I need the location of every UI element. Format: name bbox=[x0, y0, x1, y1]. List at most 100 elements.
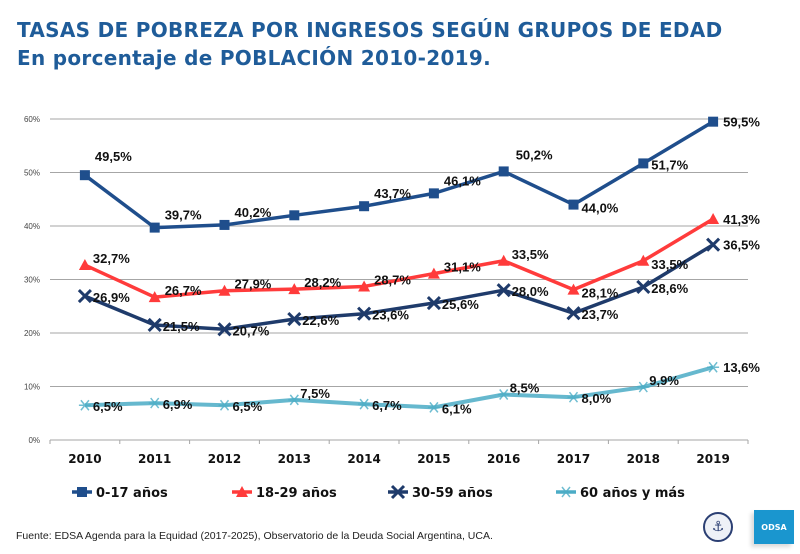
data-label: 49,5% bbox=[95, 149, 132, 164]
odsa-logo: ODSA bbox=[754, 510, 794, 544]
data-point-marker bbox=[638, 158, 649, 169]
data-point-marker bbox=[637, 381, 650, 393]
x-tick-label: 2012 bbox=[208, 452, 241, 466]
y-tick-label: 30% bbox=[24, 276, 40, 285]
data-point-marker bbox=[359, 201, 370, 212]
odsa-logo-label: ODSA bbox=[761, 522, 787, 532]
data-label: 33,5% bbox=[512, 247, 549, 262]
data-label: 21,5% bbox=[163, 319, 200, 334]
data-label: 27,9% bbox=[235, 277, 272, 292]
chart-title: TASAS DE POBREZA POR INGRESOS SEGÚN GRUP… bbox=[17, 18, 723, 42]
x-tick-label: 2015 bbox=[417, 452, 450, 466]
x-tick-label: 2013 bbox=[278, 452, 311, 466]
x-tick-label: 2019 bbox=[696, 452, 729, 466]
data-label: 39,7% bbox=[165, 208, 202, 223]
legend-marker bbox=[560, 486, 572, 498]
data-point-marker bbox=[147, 317, 162, 333]
data-label: 9,9% bbox=[649, 373, 679, 388]
legend-marker bbox=[77, 487, 87, 497]
data-point-marker bbox=[707, 361, 720, 373]
data-point-marker bbox=[496, 283, 511, 298]
data-label: 7,5% bbox=[300, 386, 330, 401]
data-point-marker bbox=[148, 291, 161, 303]
x-tick-label: 2018 bbox=[627, 452, 660, 466]
x-tick-label: 2011 bbox=[138, 452, 171, 466]
y-tick-label: 10% bbox=[24, 383, 40, 392]
data-label: 59,5% bbox=[723, 115, 760, 130]
data-label: 23,7% bbox=[582, 307, 619, 322]
data-label: 36,5% bbox=[723, 238, 760, 253]
data-label: 6,5% bbox=[233, 399, 263, 414]
data-point-marker bbox=[567, 391, 580, 403]
data-label: 8,0% bbox=[582, 391, 612, 406]
data-label: 20,7% bbox=[233, 323, 270, 338]
y-tick-label: 50% bbox=[24, 169, 40, 178]
data-point-marker bbox=[427, 267, 440, 279]
legend-label: 0-17 años bbox=[96, 486, 168, 501]
data-point-marker bbox=[567, 283, 580, 295]
data-point-marker bbox=[287, 312, 302, 327]
series-line-0-17-años bbox=[83, 120, 714, 230]
data-label: 25,6% bbox=[442, 297, 479, 312]
data-label: 6,5% bbox=[93, 399, 123, 414]
y-tick-label: 40% bbox=[24, 222, 40, 231]
data-label: 22,6% bbox=[302, 313, 339, 328]
source-note: Fuente: EDSA Agenda para la Equidad (201… bbox=[16, 530, 493, 542]
x-tick-label: 2016 bbox=[487, 452, 520, 466]
data-point-marker bbox=[498, 166, 509, 177]
x-tick-label: 2017 bbox=[557, 452, 590, 466]
y-tick-label: 20% bbox=[24, 329, 40, 338]
data-label: 31,1% bbox=[444, 260, 481, 275]
legend-label: 60 años y más bbox=[580, 486, 685, 501]
data-point-marker bbox=[288, 394, 301, 406]
data-label: 51,7% bbox=[651, 157, 688, 172]
legend-marker bbox=[390, 484, 406, 500]
series-line-60-años-y-más bbox=[84, 365, 714, 410]
data-point-marker bbox=[79, 170, 90, 181]
data-point-marker bbox=[218, 399, 231, 411]
data-point-marker bbox=[78, 259, 91, 271]
data-point-marker bbox=[497, 254, 510, 266]
data-label: 41,3% bbox=[723, 212, 760, 227]
data-point-marker bbox=[426, 295, 441, 311]
data-label: 26,9% bbox=[93, 290, 130, 305]
data-label: 40,2% bbox=[235, 205, 272, 220]
data-point-marker bbox=[707, 213, 720, 225]
data-point-marker bbox=[427, 401, 440, 413]
legend-label: 30-59 años bbox=[412, 486, 493, 501]
data-label: 32,7% bbox=[93, 251, 130, 266]
data-label: 44,0% bbox=[582, 201, 619, 216]
y-tick-label: 60% bbox=[24, 115, 40, 124]
x-tick-label: 2014 bbox=[347, 452, 380, 466]
data-label: 6,9% bbox=[163, 397, 193, 412]
data-point-marker bbox=[637, 254, 650, 266]
data-point-marker bbox=[288, 283, 301, 295]
data-point-marker bbox=[566, 306, 581, 321]
data-label: 26,7% bbox=[165, 283, 202, 298]
data-label: 8,5% bbox=[510, 381, 540, 396]
data-label: 13,6% bbox=[723, 360, 760, 375]
data-point-marker bbox=[219, 219, 230, 230]
data-point-marker bbox=[358, 280, 371, 292]
data-point-marker bbox=[218, 284, 231, 296]
data-label: 28,1% bbox=[582, 286, 619, 301]
data-label: 6,1% bbox=[442, 401, 472, 416]
seal-glyph: ⚓ bbox=[711, 519, 725, 535]
data-point-marker bbox=[148, 397, 161, 409]
data-label: 33,5% bbox=[651, 257, 688, 272]
data-point-marker bbox=[357, 306, 372, 321]
data-point-marker bbox=[358, 398, 371, 410]
data-point-marker bbox=[428, 188, 439, 199]
uca-seal-icon: ⚓ bbox=[703, 512, 733, 542]
data-label: 50,2% bbox=[516, 147, 553, 162]
chart-subtitle: En porcentaje de POBLACIÓN 2010-2019. bbox=[17, 46, 491, 70]
data-label: 28,0% bbox=[512, 284, 549, 299]
data-point-marker bbox=[636, 279, 651, 295]
series-line-18-29-años bbox=[84, 217, 714, 299]
data-label: 23,6% bbox=[372, 308, 409, 323]
legend-marker bbox=[236, 486, 248, 497]
data-label: 46,1% bbox=[444, 173, 481, 188]
data-point-marker bbox=[497, 389, 510, 400]
data-point-marker bbox=[77, 289, 92, 304]
